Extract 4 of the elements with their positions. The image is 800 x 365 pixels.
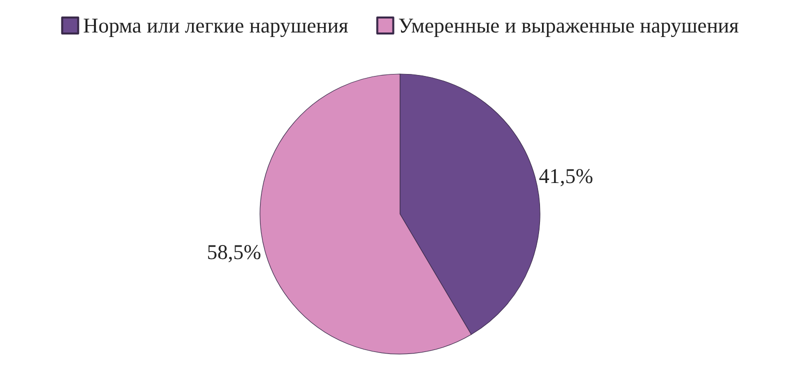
legend-label: Умеренные и выраженные нарушения [398, 14, 740, 38]
data-label: 58,5% [206, 240, 262, 264]
legend-label: Норма или легкие нарушения [83, 14, 349, 38]
data-label: 41,5% [538, 164, 594, 188]
